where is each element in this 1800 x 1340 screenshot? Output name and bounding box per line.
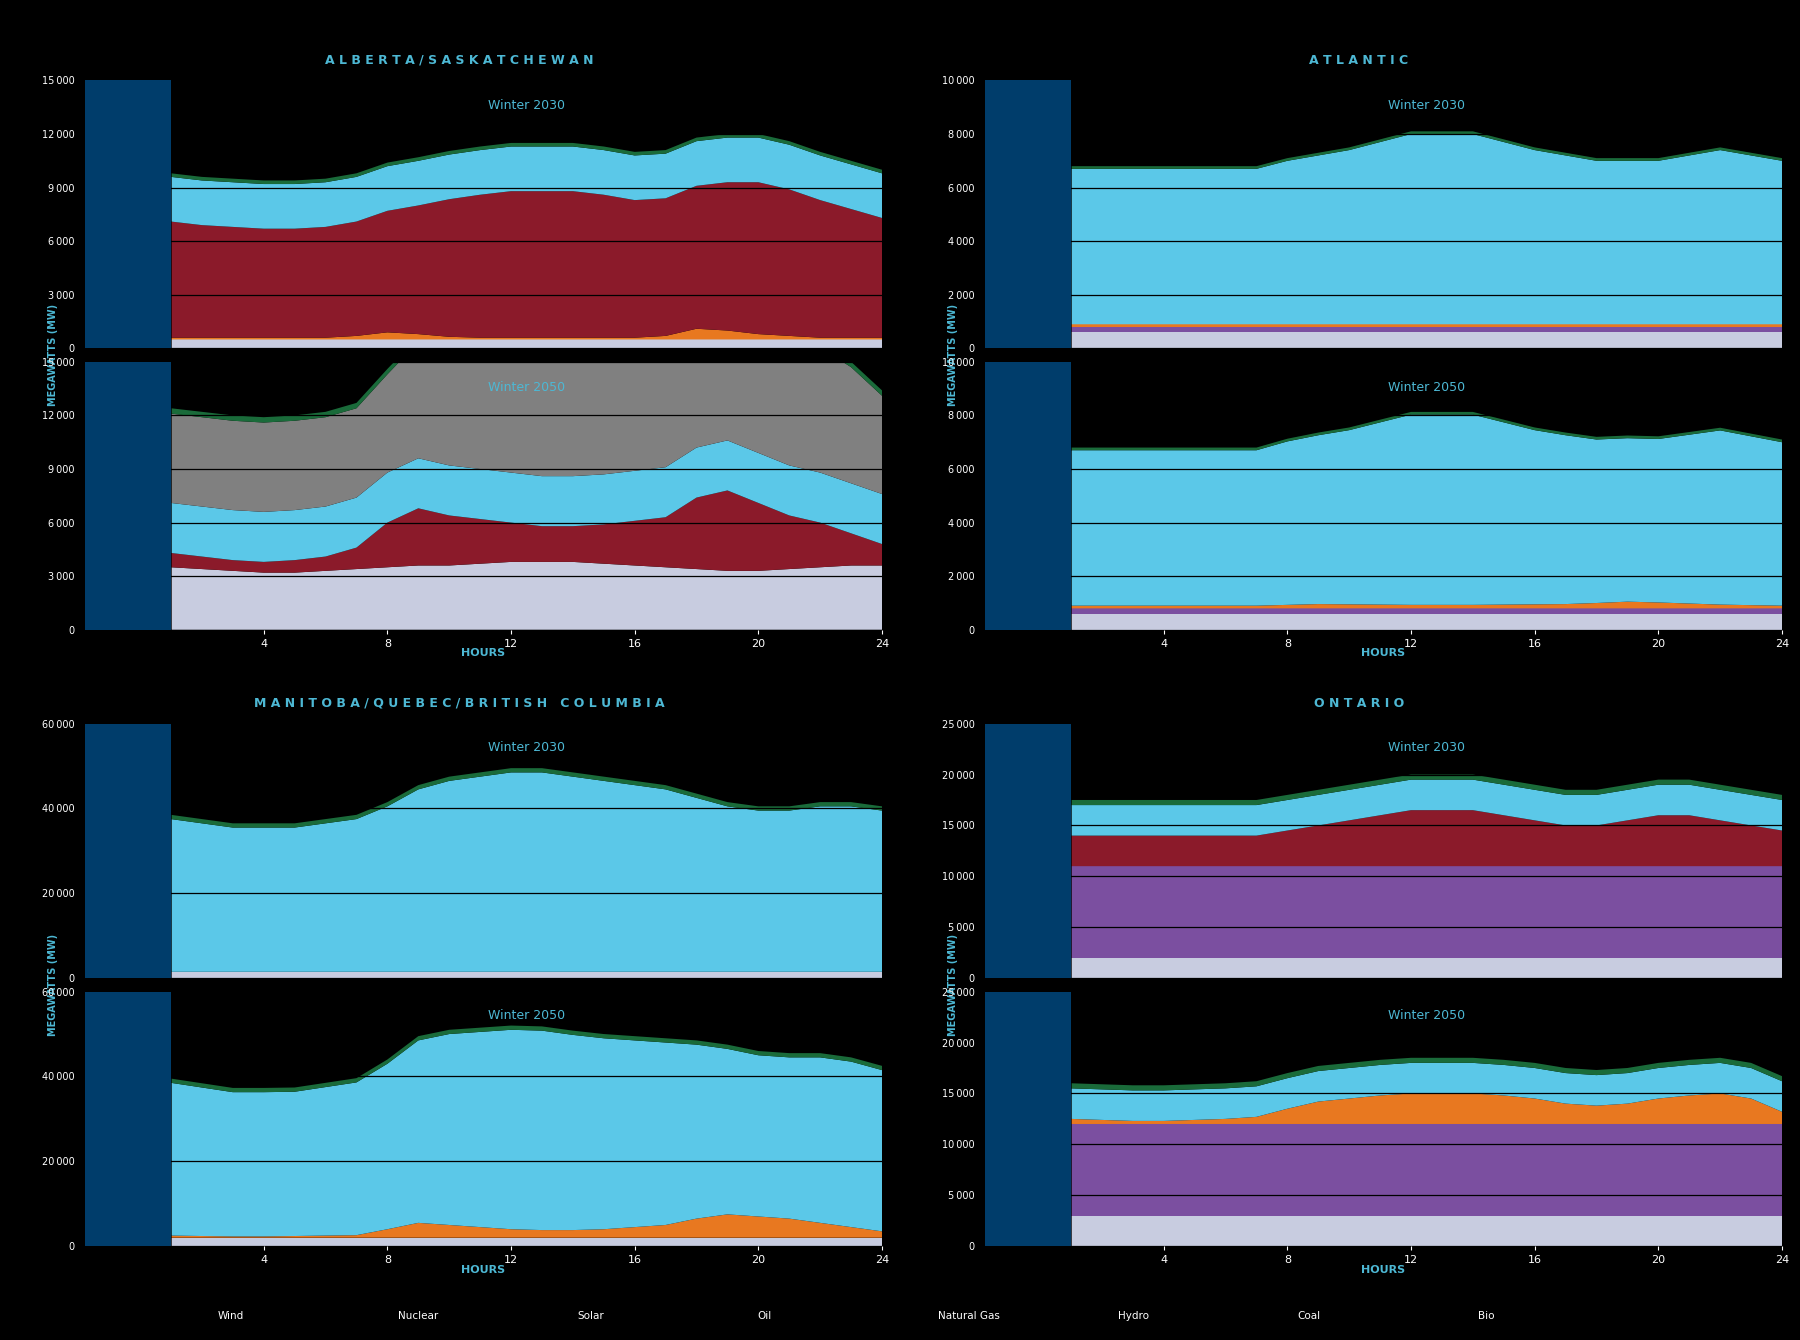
Text: Winter 2030: Winter 2030	[1388, 741, 1465, 754]
Text: HOURS: HOURS	[1361, 1265, 1406, 1274]
Text: Winter 2030: Winter 2030	[1388, 99, 1465, 113]
Text: Natural Gas: Natural Gas	[938, 1311, 999, 1321]
Text: HOURS: HOURS	[1361, 649, 1406, 658]
Text: A L B E R T A / S A S K A T C H E W A N: A L B E R T A / S A S K A T C H E W A N	[324, 54, 594, 67]
Text: Hydro: Hydro	[1118, 1311, 1148, 1321]
Text: Winter 2050: Winter 2050	[488, 381, 565, 394]
Text: Solar: Solar	[578, 1311, 605, 1321]
Text: HOURS: HOURS	[461, 649, 506, 658]
Text: Nuclear: Nuclear	[398, 1311, 437, 1321]
Text: A T L A N T I C: A T L A N T I C	[1309, 54, 1409, 67]
Text: Wind: Wind	[218, 1311, 245, 1321]
Text: Winter 2050: Winter 2050	[488, 1009, 565, 1022]
Text: Winter 2050: Winter 2050	[1388, 1009, 1465, 1022]
Text: Winter 2030: Winter 2030	[488, 99, 565, 113]
Text: MEGAWATTS (MW): MEGAWATTS (MW)	[49, 304, 58, 406]
Text: MEGAWATTS (MW): MEGAWATTS (MW)	[949, 304, 958, 406]
Text: MEGAWATTS (MW): MEGAWATTS (MW)	[49, 934, 58, 1036]
Text: Coal: Coal	[1298, 1311, 1321, 1321]
Text: Winter 2030: Winter 2030	[488, 741, 565, 754]
Text: Winter 2050: Winter 2050	[1388, 381, 1465, 394]
Text: O N T A R I O: O N T A R I O	[1314, 697, 1404, 710]
Text: Oil: Oil	[758, 1311, 772, 1321]
Text: M A N I T O B A / Q U E B E C / B R I T I S H   C O L U M B I A: M A N I T O B A / Q U E B E C / B R I T …	[254, 697, 664, 710]
Text: Bio: Bio	[1478, 1311, 1494, 1321]
Text: HOURS: HOURS	[461, 1265, 506, 1274]
Text: MEGAWATTS (MW): MEGAWATTS (MW)	[949, 934, 958, 1036]
